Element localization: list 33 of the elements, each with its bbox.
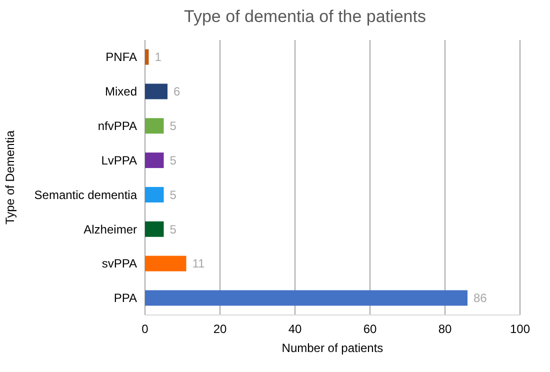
y-tick-label: PPA (114, 291, 137, 306)
bar (145, 152, 164, 168)
data-label: 5 (170, 119, 177, 134)
data-label: 11 (192, 256, 206, 271)
data-label: 6 (174, 84, 180, 99)
bar (145, 84, 168, 100)
data-label: 1 (154, 50, 162, 64)
x-axis-title: Number of patients (282, 341, 384, 355)
x-tick-label: 80 (438, 322, 452, 336)
data-label: 5 (170, 222, 177, 236)
chart-title: Type of dementia of the patients (184, 7, 426, 26)
y-tick-label: Mixed (104, 84, 137, 99)
data-label: 5 (170, 188, 177, 202)
y-tick-label: Alzheimer (84, 222, 137, 236)
bar (145, 256, 186, 272)
y-axis-title: Type of Dementia (3, 130, 17, 225)
x-tick-label: 100 (510, 322, 530, 336)
bar (145, 290, 468, 306)
bar (145, 118, 164, 134)
x-tick-label: 20 (213, 322, 227, 336)
y-tick-label: PNFA (106, 50, 137, 64)
data-label: 5 (170, 153, 177, 168)
x-tick-label: 40 (288, 322, 302, 336)
bar (145, 221, 164, 237)
bar (145, 49, 149, 65)
y-tick-label: LvPPA (101, 153, 137, 168)
y-tick-label: Semantic dementia (34, 188, 138, 202)
y-tick-label: nfvPPA (98, 119, 137, 134)
data-label: 86 (474, 291, 488, 306)
y-tick-label: svPPA (102, 256, 137, 271)
x-tick-label: 0 (142, 322, 149, 336)
bar (145, 186, 164, 202)
x-tick-label: 60 (363, 322, 377, 336)
